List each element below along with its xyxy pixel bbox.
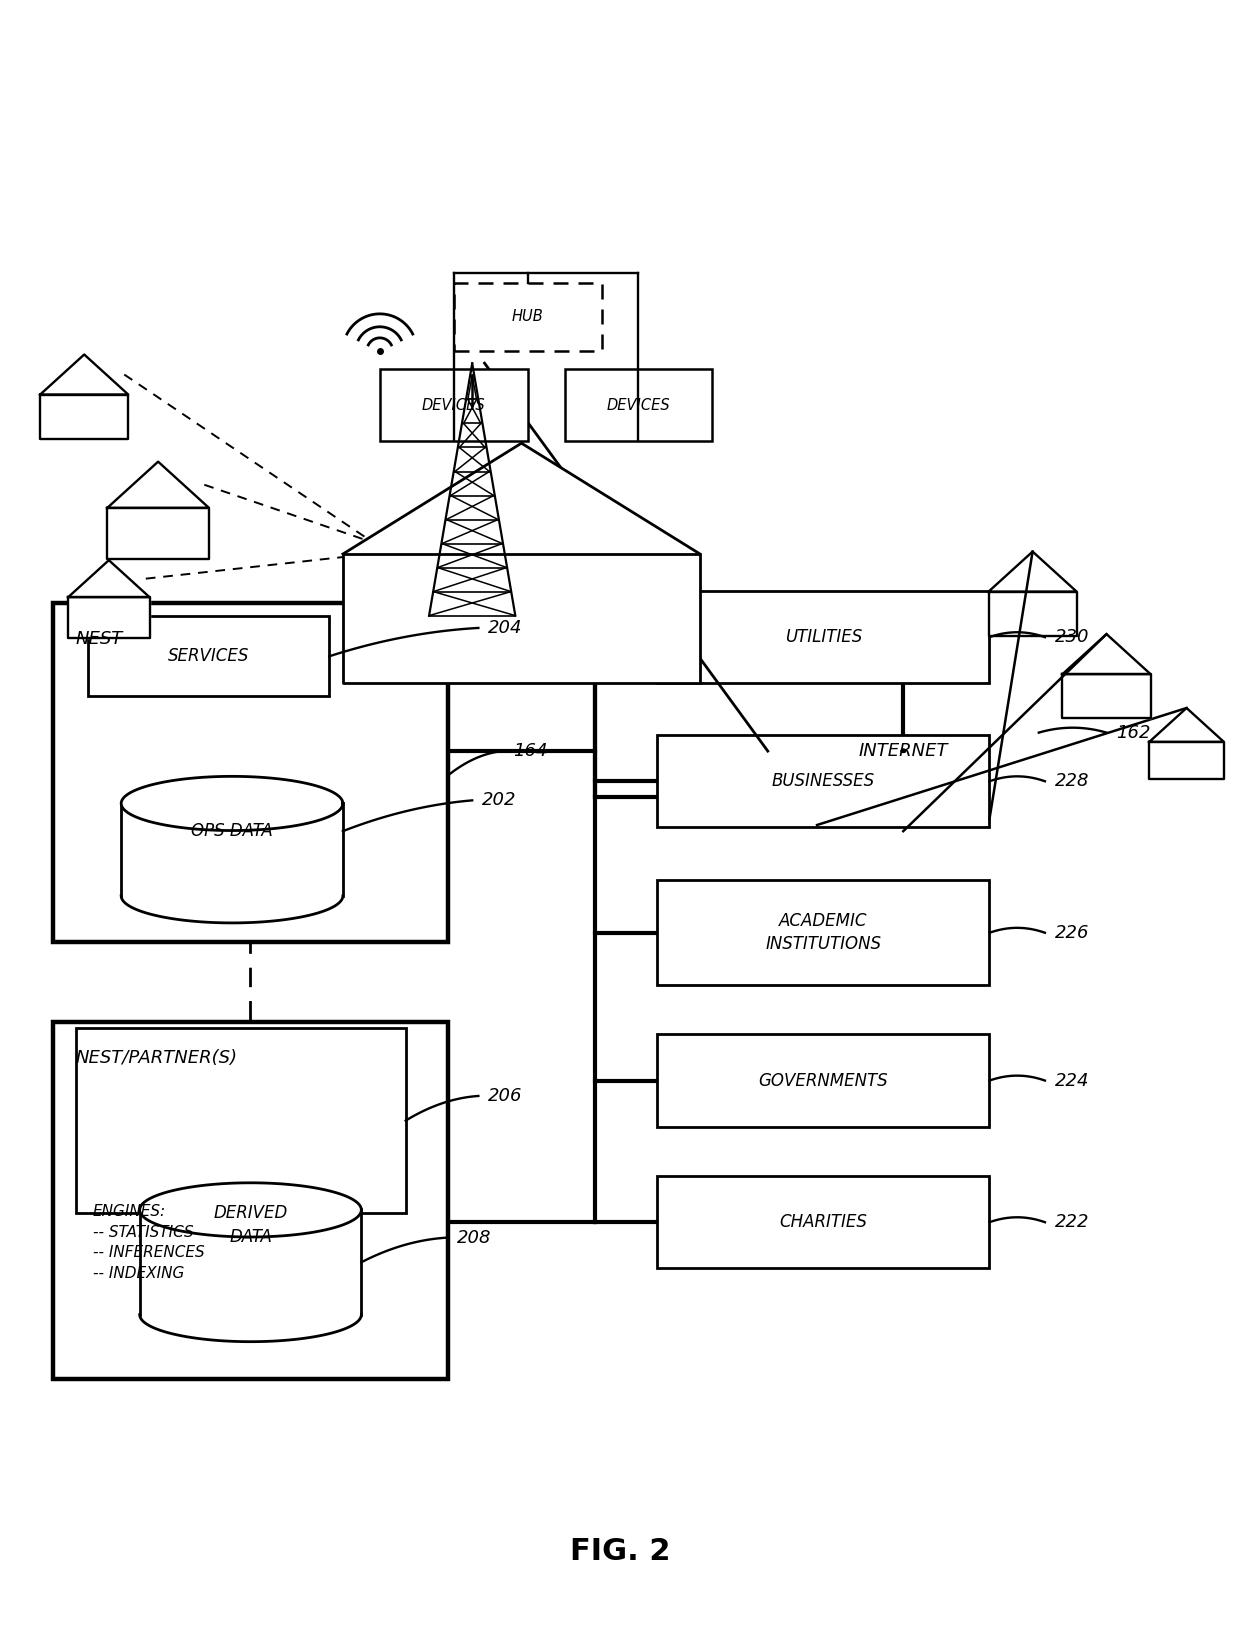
- Text: ACADEMIC
INSTITUTIONS: ACADEMIC INSTITUTIONS: [765, 912, 882, 954]
- Polygon shape: [1149, 742, 1224, 779]
- FancyBboxPatch shape: [53, 1021, 448, 1379]
- FancyBboxPatch shape: [657, 591, 990, 683]
- Text: 228: 228: [1055, 772, 1089, 790]
- Polygon shape: [988, 551, 1076, 592]
- FancyBboxPatch shape: [657, 881, 990, 985]
- Polygon shape: [343, 444, 701, 554]
- Text: 162: 162: [1116, 724, 1151, 741]
- Polygon shape: [40, 355, 128, 394]
- FancyBboxPatch shape: [88, 615, 330, 696]
- Polygon shape: [1149, 708, 1224, 742]
- Text: NEST/PARTNER(S): NEST/PARTNER(S): [76, 1049, 238, 1068]
- Polygon shape: [988, 592, 1076, 635]
- FancyBboxPatch shape: [53, 604, 448, 942]
- Text: FIG. 2: FIG. 2: [569, 1538, 671, 1566]
- Text: INTERNET: INTERNET: [858, 742, 949, 761]
- FancyBboxPatch shape: [564, 370, 712, 441]
- Text: 224: 224: [1055, 1071, 1089, 1089]
- Polygon shape: [1063, 634, 1151, 675]
- Text: 202: 202: [482, 792, 517, 810]
- Text: DERIVED
DATA: DERIVED DATA: [213, 1204, 288, 1246]
- FancyBboxPatch shape: [657, 1035, 990, 1127]
- Text: ENGINES:
-- STATISTICS
-- INFERENCES
-- INDEXING: ENGINES: -- STATISTICS -- INFERENCES -- …: [93, 1204, 205, 1280]
- Polygon shape: [68, 597, 150, 639]
- Polygon shape: [68, 561, 150, 597]
- Circle shape: [903, 751, 904, 752]
- Text: OPS DATA: OPS DATA: [191, 822, 273, 840]
- Polygon shape: [108, 462, 208, 508]
- Text: NEST: NEST: [76, 630, 123, 648]
- Polygon shape: [40, 394, 128, 439]
- FancyBboxPatch shape: [657, 736, 990, 827]
- Text: SERVICES: SERVICES: [167, 647, 249, 665]
- Polygon shape: [343, 554, 701, 683]
- Text: 222: 222: [1055, 1213, 1089, 1231]
- Text: GOVERNMENTS: GOVERNMENTS: [759, 1071, 888, 1089]
- Text: 230: 230: [1055, 629, 1089, 647]
- FancyBboxPatch shape: [657, 1176, 990, 1269]
- Text: HUB: HUB: [512, 310, 543, 325]
- Polygon shape: [1063, 675, 1151, 718]
- FancyBboxPatch shape: [379, 370, 528, 441]
- Text: 208: 208: [458, 1229, 492, 1247]
- FancyBboxPatch shape: [76, 1028, 405, 1213]
- Text: CHARITIES: CHARITIES: [779, 1213, 867, 1231]
- Text: UTILITIES: UTILITIES: [785, 629, 862, 647]
- Text: 206: 206: [489, 1087, 523, 1106]
- Text: DEVICES: DEVICES: [606, 398, 671, 412]
- Polygon shape: [108, 508, 208, 559]
- Text: DEVICES: DEVICES: [422, 398, 486, 412]
- FancyBboxPatch shape: [454, 284, 601, 351]
- Polygon shape: [122, 777, 343, 830]
- Polygon shape: [140, 1183, 361, 1238]
- Text: 204: 204: [489, 619, 523, 637]
- Text: 164: 164: [513, 742, 547, 761]
- Text: BUSINESSES: BUSINESSES: [771, 772, 874, 790]
- Text: 226: 226: [1055, 924, 1089, 942]
